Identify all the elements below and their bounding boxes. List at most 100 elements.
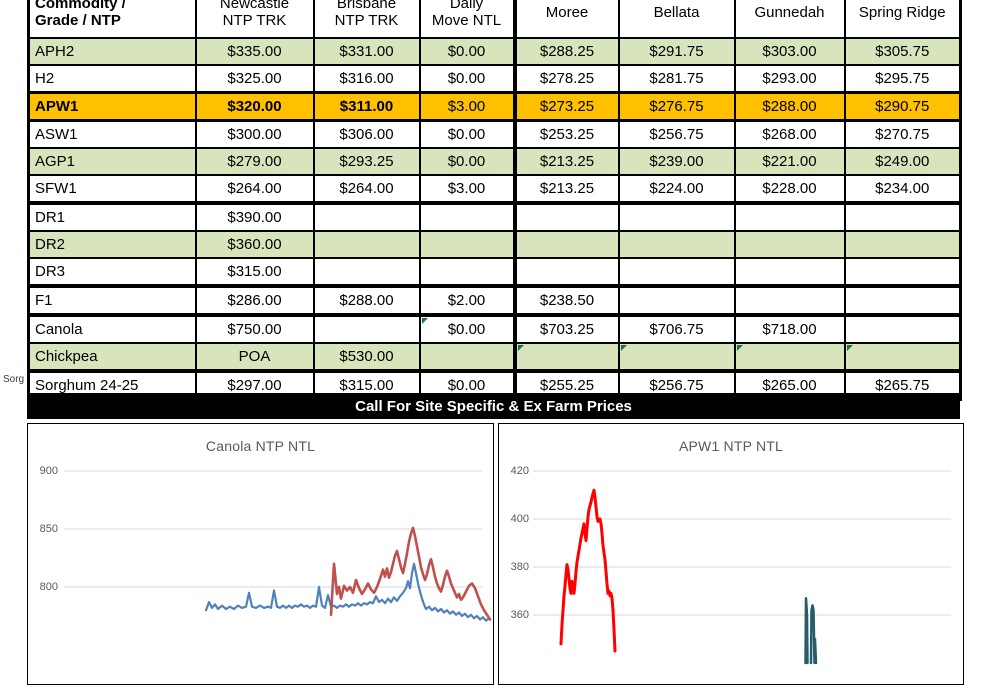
cell-agp1-col3[interactable]: $0.00	[418, 147, 516, 176]
cell-asw1-col4[interactable]: $253.25	[512, 119, 620, 149]
cell-dr3-col3[interactable]	[418, 257, 516, 287]
cell-h2-col7[interactable]: $295.75	[843, 64, 962, 94]
cell-apw1-col3[interactable]: $3.00	[418, 91, 516, 122]
header-cell-brisbane[interactable]: Brisbane NTP TRK	[312, 0, 421, 39]
cell-dr2-col0[interactable]: DR2	[27, 230, 197, 259]
cell-f1-col4[interactable]: $238.50	[512, 284, 620, 316]
cell-h2-col4[interactable]: $278.25	[512, 64, 620, 94]
cell-sfw1-col0[interactable]: SFW1	[27, 174, 197, 204]
cell-dr1-col7[interactable]	[843, 201, 962, 232]
cell-canola-col2[interactable]	[312, 313, 421, 344]
cell-dr3-col2[interactable]	[312, 257, 421, 287]
cell-apw1-col4[interactable]: $273.25	[512, 91, 620, 122]
cell-h2-col5[interactable]: $281.75	[617, 64, 736, 94]
header-cell-gunnedah[interactable]: Gunnedah	[733, 0, 846, 39]
header-cell-newcastle[interactable]: Newcastle NTP TRK	[194, 0, 315, 39]
cell-f1-col0[interactable]: F1	[27, 284, 197, 316]
cell-canola-col7[interactable]	[843, 313, 962, 344]
cell-f1-col6[interactable]	[733, 284, 846, 316]
cell-asw1-col6[interactable]: $268.00	[733, 119, 846, 149]
cell-chickpea-col3[interactable]	[418, 342, 516, 372]
cell-asw1-col3[interactable]: $0.00	[418, 119, 516, 149]
cell-sfw1-col6[interactable]: $228.00	[733, 174, 846, 204]
cell-sfw1-col5[interactable]: $224.00	[617, 174, 736, 204]
cell-dr1-col2[interactable]	[312, 201, 421, 232]
cell-chickpea-col6[interactable]	[733, 342, 846, 372]
cell-dr3-col0[interactable]: DR3	[27, 257, 197, 287]
cell-f1-col3[interactable]: $2.00	[418, 284, 516, 316]
cell-canola-col4[interactable]: $703.25	[512, 313, 620, 344]
cell-dr3-col1[interactable]: $315.00	[194, 257, 315, 287]
cell-asw1-col1[interactable]: $300.00	[194, 119, 315, 149]
header-cell-moree[interactable]: Moree	[512, 0, 620, 39]
canola-chart-panel[interactable]: Canola NTP NTL 900 850 800	[27, 423, 494, 685]
cell-dr2-col7[interactable]	[843, 230, 962, 259]
cell-aph2-col1[interactable]: $335.00	[194, 37, 315, 66]
cell-dr1-col3[interactable]	[418, 201, 516, 232]
cell-chickpea-col1[interactable]: POA	[194, 342, 315, 372]
cell-f1-col2[interactable]: $288.00	[312, 284, 421, 316]
cell-dr1-col6[interactable]	[733, 201, 846, 232]
cell-aph2-col7[interactable]: $305.75	[843, 37, 962, 66]
cell-agp1-col2[interactable]: $293.25	[312, 147, 421, 176]
cell-h2-col0[interactable]: H2	[27, 64, 197, 94]
cell-dr2-col4[interactable]	[512, 230, 620, 259]
cell-dr2-col3[interactable]	[418, 230, 516, 259]
cell-dr1-col4[interactable]	[512, 201, 620, 232]
header-cell-spring-ridge[interactable]: Spring Ridge	[843, 0, 962, 39]
cell-aph2-col4[interactable]: $288.25	[512, 37, 620, 66]
cell-chickpea-col5[interactable]	[617, 342, 736, 372]
cell-dr2-col1[interactable]: $360.00	[194, 230, 315, 259]
cell-apw1-col5[interactable]: $276.75	[617, 91, 736, 122]
cell-chickpea-col7[interactable]	[843, 342, 962, 372]
cell-dr3-col6[interactable]	[733, 257, 846, 287]
cell-f1-col7[interactable]	[843, 284, 962, 316]
cell-agp1-col1[interactable]: $279.00	[194, 147, 315, 176]
cell-h2-col3[interactable]: $0.00	[418, 64, 516, 94]
cell-sfw1-col3[interactable]: $3.00	[418, 174, 516, 204]
cell-agp1-col4[interactable]: $213.25	[512, 147, 620, 176]
cell-dr1-col1[interactable]: $390.00	[194, 201, 315, 232]
header-cell-daily[interactable]: Daily Move NTL	[418, 0, 516, 39]
cell-apw1-col7[interactable]: $290.75	[843, 91, 962, 122]
cell-aph2-col6[interactable]: $303.00	[733, 37, 846, 66]
cell-apw1-col2[interactable]: $311.00	[312, 91, 421, 122]
cell-agp1-col6[interactable]: $221.00	[733, 147, 846, 176]
cell-dr3-col7[interactable]	[843, 257, 962, 287]
cell-dr2-col5[interactable]	[617, 230, 736, 259]
cell-canola-col3[interactable]: $0.00	[418, 313, 516, 344]
cell-aph2-col3[interactable]: $0.00	[418, 37, 516, 66]
cell-sfw1-col7[interactable]: $234.00	[843, 174, 962, 204]
cell-dr1-col5[interactable]	[617, 201, 736, 232]
cell-agp1-col0[interactable]: AGP1	[27, 147, 197, 176]
cell-canola-col1[interactable]: $750.00	[194, 313, 315, 344]
cell-f1-col1[interactable]: $286.00	[194, 284, 315, 316]
cell-canola-col0[interactable]: Canola	[27, 313, 197, 344]
cell-dr3-col5[interactable]	[617, 257, 736, 287]
cell-sfw1-col2[interactable]: $264.00	[312, 174, 421, 204]
cell-agp1-col7[interactable]: $249.00	[843, 147, 962, 176]
cell-dr3-col4[interactable]	[512, 257, 620, 287]
cell-aph2-col2[interactable]: $331.00	[312, 37, 421, 66]
cell-aph2-col5[interactable]: $291.75	[617, 37, 736, 66]
cell-canola-col6[interactable]: $718.00	[733, 313, 846, 344]
cell-dr1-col0[interactable]: DR1	[27, 201, 197, 232]
cell-f1-col5[interactable]	[617, 284, 736, 316]
cell-apw1-col0[interactable]: APW1	[27, 91, 197, 122]
cell-agp1-col5[interactable]: $239.00	[617, 147, 736, 176]
cell-dr2-col2[interactable]	[312, 230, 421, 259]
cell-canola-col5[interactable]: $706.75	[617, 313, 736, 344]
header-cell-bellata[interactable]: Bellata	[617, 0, 736, 39]
cell-asw1-col0[interactable]: ASW1	[27, 119, 197, 149]
cell-chickpea-col0[interactable]: Chickpea	[27, 342, 197, 372]
cell-chickpea-col4[interactable]	[512, 342, 620, 372]
cell-h2-col2[interactable]: $316.00	[312, 64, 421, 94]
cell-dr2-col6[interactable]	[733, 230, 846, 259]
header-cell-commodity-[interactable]: Commodity / Grade / NTP	[27, 0, 197, 39]
cell-h2-col6[interactable]: $293.00	[733, 64, 846, 94]
cell-aph2-col0[interactable]: APH2	[27, 37, 197, 66]
cell-apw1-col1[interactable]: $320.00	[194, 91, 315, 122]
cell-h2-col1[interactable]: $325.00	[194, 64, 315, 94]
cell-sfw1-col4[interactable]: $213.25	[512, 174, 620, 204]
apw1-chart-panel[interactable]: APW1 NTP NTL 420 400 380 360	[498, 423, 964, 685]
